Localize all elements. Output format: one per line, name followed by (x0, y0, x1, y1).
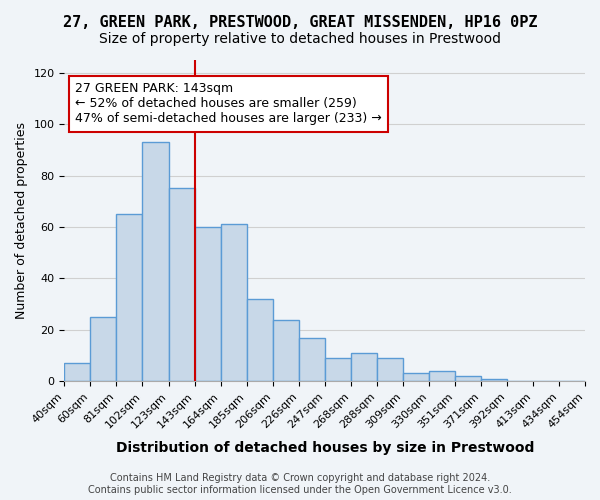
Bar (247, 299, 272, 381)
Bar (377, 358, 403, 381)
Bar (142, 142, 169, 381)
Text: 27 GREEN PARK: 143sqm
← 52% of detached houses are smaller (259)
47% of semi-det: 27 GREEN PARK: 143sqm ← 52% of detached … (75, 82, 382, 126)
Text: Contains HM Land Registry data © Crown copyright and database right 2024.
Contai: Contains HM Land Registry data © Crown c… (88, 474, 512, 495)
Bar (351, 353, 377, 381)
Bar (169, 188, 194, 381)
Bar (429, 371, 455, 381)
Bar (194, 227, 221, 381)
Bar (481, 378, 507, 381)
Bar (221, 224, 247, 381)
Bar (325, 358, 351, 381)
X-axis label: Distribution of detached houses by size in Prestwood: Distribution of detached houses by size … (116, 441, 534, 455)
Text: 27, GREEN PARK, PRESTWOOD, GREAT MISSENDEN, HP16 0PZ: 27, GREEN PARK, PRESTWOOD, GREAT MISSEND… (63, 15, 537, 30)
Bar (64, 363, 91, 381)
Bar (455, 376, 481, 381)
Bar (403, 374, 429, 381)
Y-axis label: Number of detached properties: Number of detached properties (15, 122, 28, 319)
Bar (91, 317, 116, 381)
Bar (116, 214, 142, 381)
Bar (272, 320, 299, 381)
Bar (299, 338, 325, 381)
Text: Size of property relative to detached houses in Prestwood: Size of property relative to detached ho… (99, 32, 501, 46)
